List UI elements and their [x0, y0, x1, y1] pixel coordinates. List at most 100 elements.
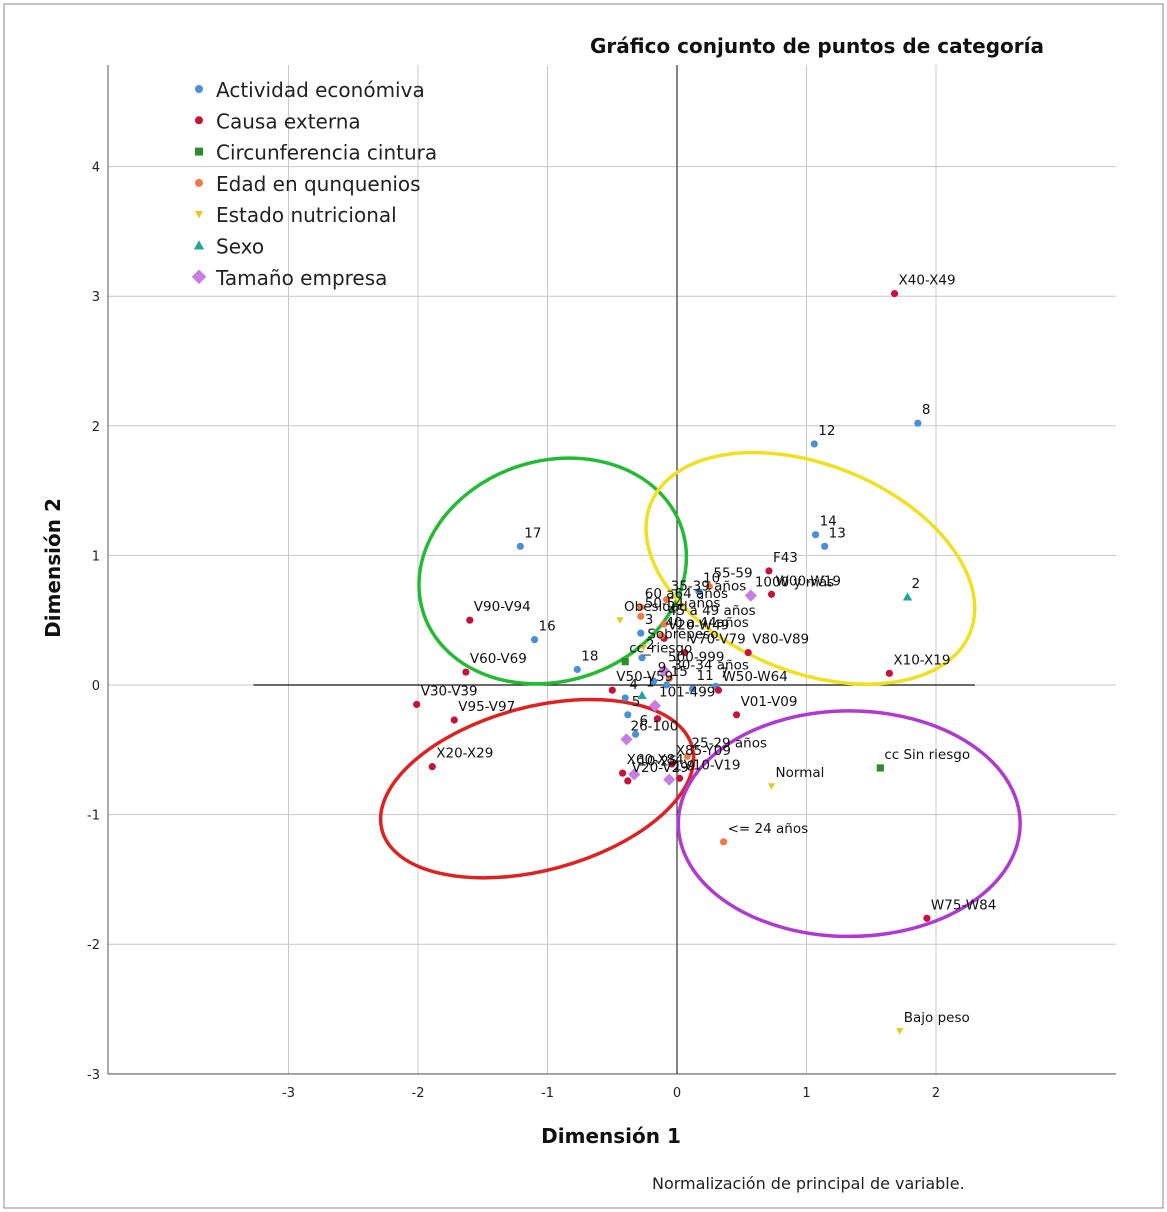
point-5-0: [902, 592, 913, 601]
point-1-8: [428, 763, 436, 771]
point-1-19: [923, 914, 931, 922]
point-label-0-11: 18: [581, 648, 598, 664]
legend-label-0: Actividad económiva: [216, 78, 425, 102]
point-3-7: [683, 752, 691, 760]
point-label-1-6: V30-V39: [421, 683, 478, 699]
y-tick-label-6: 3: [92, 290, 100, 305]
legend-marker-6: [191, 269, 207, 285]
point-label-4-2: Normal: [776, 765, 825, 781]
point-6-3: [620, 733, 633, 746]
legend-marker-0: [195, 85, 203, 93]
point-0-7: [637, 629, 645, 637]
legend: Actividad económiva Causa externa Circunfe…: [191, 78, 437, 290]
point-0-5: [530, 636, 539, 644]
point-1-14: [732, 711, 741, 719]
x-axis-title: Dimensión 1: [541, 1124, 681, 1148]
legend-label-4: Estado nutricional: [216, 203, 397, 227]
point-2-0: [621, 658, 629, 666]
point-6-0: [744, 589, 757, 602]
point-1-2: [767, 590, 776, 598]
point-label-0-1: 12: [818, 423, 835, 439]
point-label-1-17: V20-V29: [632, 760, 689, 776]
point-0-0: [914, 419, 922, 427]
point-label-0-2: 14: [820, 514, 837, 530]
legend-marker-3: [195, 178, 203, 187]
ellipse-purple: [676, 709, 1022, 939]
point-1-0: [890, 290, 899, 298]
point-label-0-16: 15: [671, 664, 688, 680]
point-3-0: [663, 595, 671, 604]
plot-frame: [108, 65, 1116, 1074]
legend-label-5: Sexo: [216, 235, 264, 259]
legend-label-3: Edad en qunquenios: [216, 172, 421, 196]
point-label-0-9: 11: [697, 668, 714, 684]
point-1-16: [619, 769, 627, 777]
point-6-4: [628, 768, 641, 781]
y-tick-label-2: -1: [87, 809, 100, 824]
point-label-4-1: Sobrepeso: [647, 626, 718, 642]
point-0-14: [624, 711, 632, 719]
point-label-0-12: 4: [629, 677, 638, 693]
point-0-8: [638, 654, 646, 662]
point-label-1-12: W50-W64: [722, 669, 787, 685]
point-label-6-5: 1-9: [673, 759, 695, 775]
legend-marker-2: [195, 147, 203, 156]
point-label-1-3: V90-V94: [474, 599, 531, 615]
point-label-5-1: 1: [646, 674, 655, 690]
legend-marker-4: [195, 211, 203, 219]
point-label-0-5: 16: [539, 619, 556, 635]
y-tick-label-5: 2: [92, 420, 100, 435]
legend-marker-5: [193, 240, 205, 250]
point-4-3: [896, 1028, 904, 1035]
point-1-7: [450, 716, 458, 724]
point-1-13: [608, 686, 616, 694]
point-label-0-3: 13: [829, 525, 846, 541]
point-label-2-0: cc_riesgo: [629, 641, 692, 657]
point-label-1-8: X20-X29: [436, 746, 493, 762]
legend-label-2: Circunferencia cintura: [216, 141, 437, 165]
point-label-0-13: 9: [658, 660, 667, 676]
legend-label-1: Causa externa: [216, 109, 361, 133]
point-label-3-2: 50-54 años: [645, 595, 721, 611]
point-label-0-0: 8: [922, 402, 931, 418]
point-label-3-4: 45 a 49 años: [668, 603, 756, 619]
point-0-11: [573, 665, 581, 674]
point-1-5: [885, 669, 893, 677]
x-tick-label-4: 1: [802, 1086, 810, 1101]
footnote: Normalización de principal de variable.: [652, 1174, 965, 1193]
point-label-1-4: V60-V69: [470, 651, 527, 667]
point-label-0-8: 2: [646, 637, 655, 653]
x-tick-label-2: -1: [541, 1086, 554, 1101]
point-label-1-11: V80-V89: [752, 632, 809, 648]
point-1-6: [413, 700, 421, 709]
point-label-1-2: W00-W19: [776, 573, 841, 589]
point-label-1-9: V20-W49: [668, 617, 729, 633]
point-label-1-19: W75-W84: [931, 897, 996, 913]
point-3-8: [720, 838, 728, 846]
point-0-2: [811, 531, 820, 539]
ellipse-green: [417, 456, 689, 686]
point-5-1: [637, 690, 647, 699]
point-label-3-1: 60 a64 años: [645, 586, 728, 602]
point-label-1-15: X85-Y09: [676, 743, 731, 759]
point-1-12: [714, 686, 723, 694]
point-label-1-18: V10-V19: [684, 757, 741, 773]
point-4-2: [767, 783, 776, 790]
point-3-3: [705, 582, 713, 591]
point-label-1-13: V50-V59: [616, 669, 673, 685]
point-label-3-0: 35-39 años: [671, 578, 747, 594]
point-label-1-0: X40-X49: [899, 273, 956, 289]
legend-label-6: Tamaño empresa: [215, 266, 387, 290]
point-1-20: [653, 715, 662, 723]
point-0-3: [821, 542, 829, 550]
x-tick-label-5: 2: [932, 1086, 940, 1101]
point-0-4: [516, 542, 524, 550]
point-3-5: [657, 632, 666, 640]
point-2-1: [876, 764, 884, 772]
point-label-6-3: 26-100: [630, 718, 678, 734]
point-3-1: [637, 603, 645, 611]
chart-title: Gráfico conjunto de puntos de categoría: [590, 34, 1044, 58]
